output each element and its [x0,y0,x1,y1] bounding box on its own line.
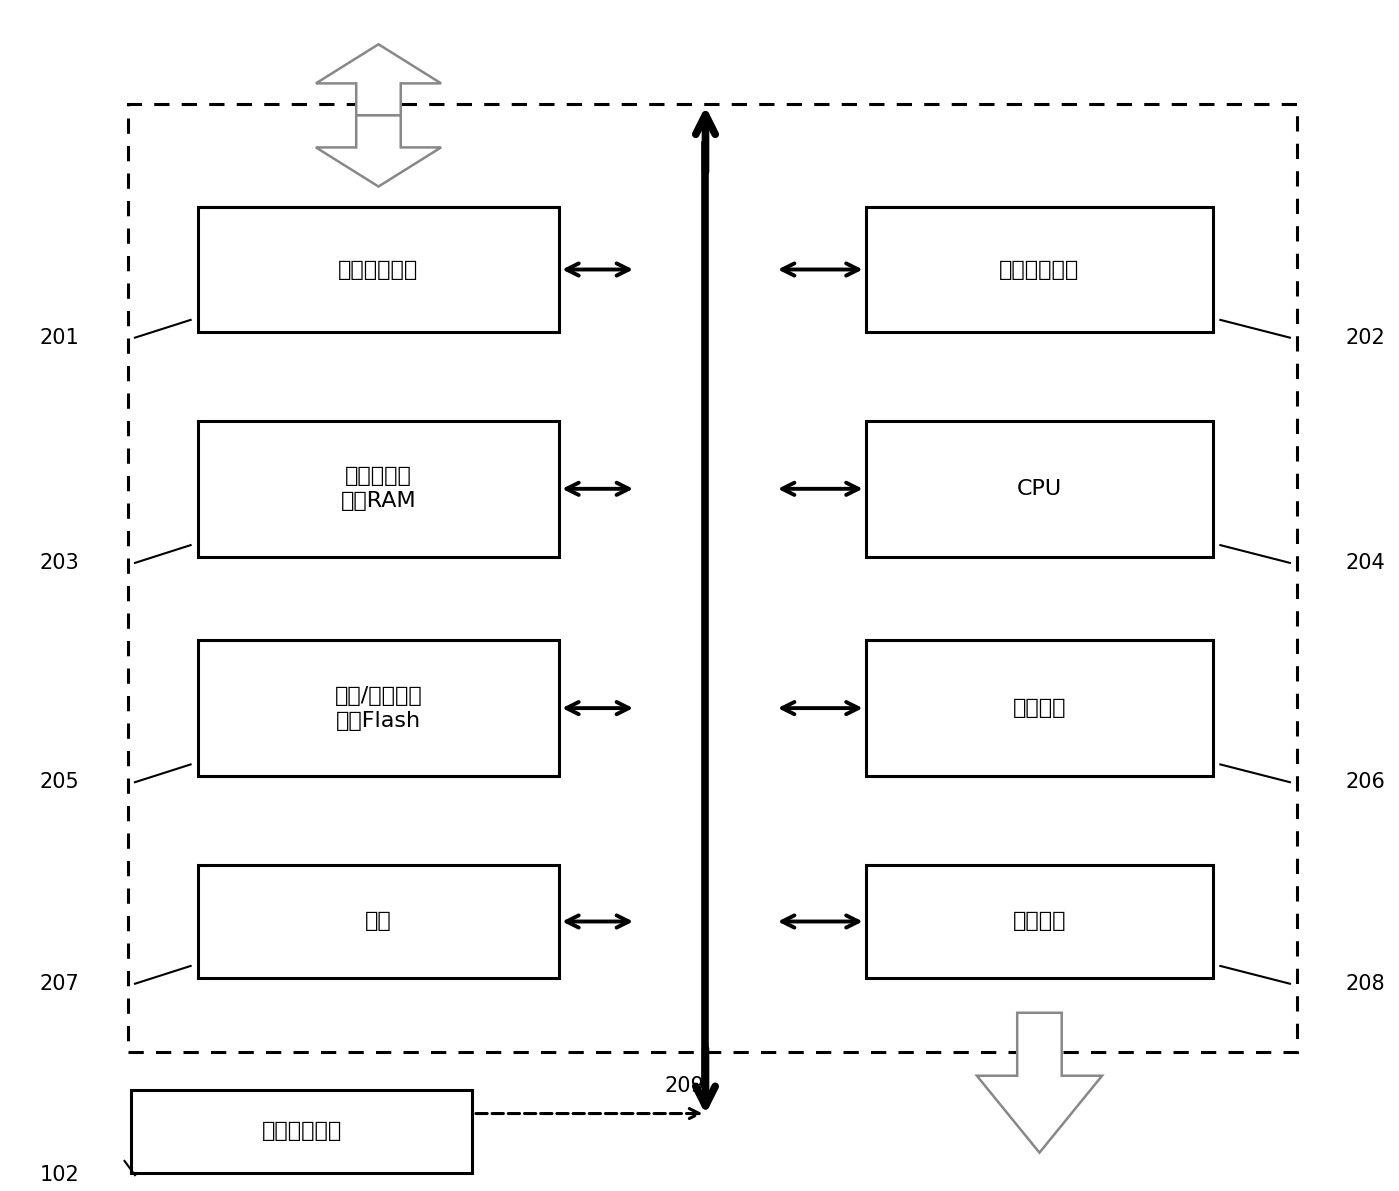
Polygon shape [977,1012,1102,1153]
Text: 鬼键消除模块: 鬼键消除模块 [999,260,1080,280]
Polygon shape [316,44,441,116]
Polygon shape [316,116,441,187]
Text: 晶振: 晶振 [365,911,392,931]
Bar [197,420,560,557]
Text: 接口模块: 接口模块 [1013,911,1066,931]
Text: 203: 203 [39,553,80,573]
Bar [197,865,560,978]
Text: 205: 205 [39,772,80,792]
Text: 202: 202 [1346,328,1385,348]
Text: 易失性存储
模块RAM: 易失性存储 模块RAM [341,467,417,511]
Text: 加密模块: 加密模块 [1013,698,1066,718]
Text: 键盘扫描模块: 键盘扫描模块 [339,260,418,280]
Bar [132,1090,473,1173]
Text: 102: 102 [39,1165,80,1185]
Text: 208: 208 [1346,974,1385,993]
Bar [197,640,560,777]
Text: 207: 207 [39,974,80,993]
Text: 加密控制电路: 加密控制电路 [262,1121,343,1141]
Bar [129,104,1297,1052]
Text: 204: 204 [1346,553,1385,573]
Bar [866,207,1213,332]
Bar [866,420,1213,557]
Bar [197,207,560,332]
Text: 数据/程序存储
模块Flash: 数据/程序存储 模块Flash [334,686,422,730]
Bar [866,640,1213,777]
Text: 201: 201 [39,328,80,348]
Bar [866,865,1213,978]
Text: 209: 209 [665,1075,705,1096]
Text: 206: 206 [1346,772,1385,792]
Text: CPU: CPU [1017,479,1062,499]
